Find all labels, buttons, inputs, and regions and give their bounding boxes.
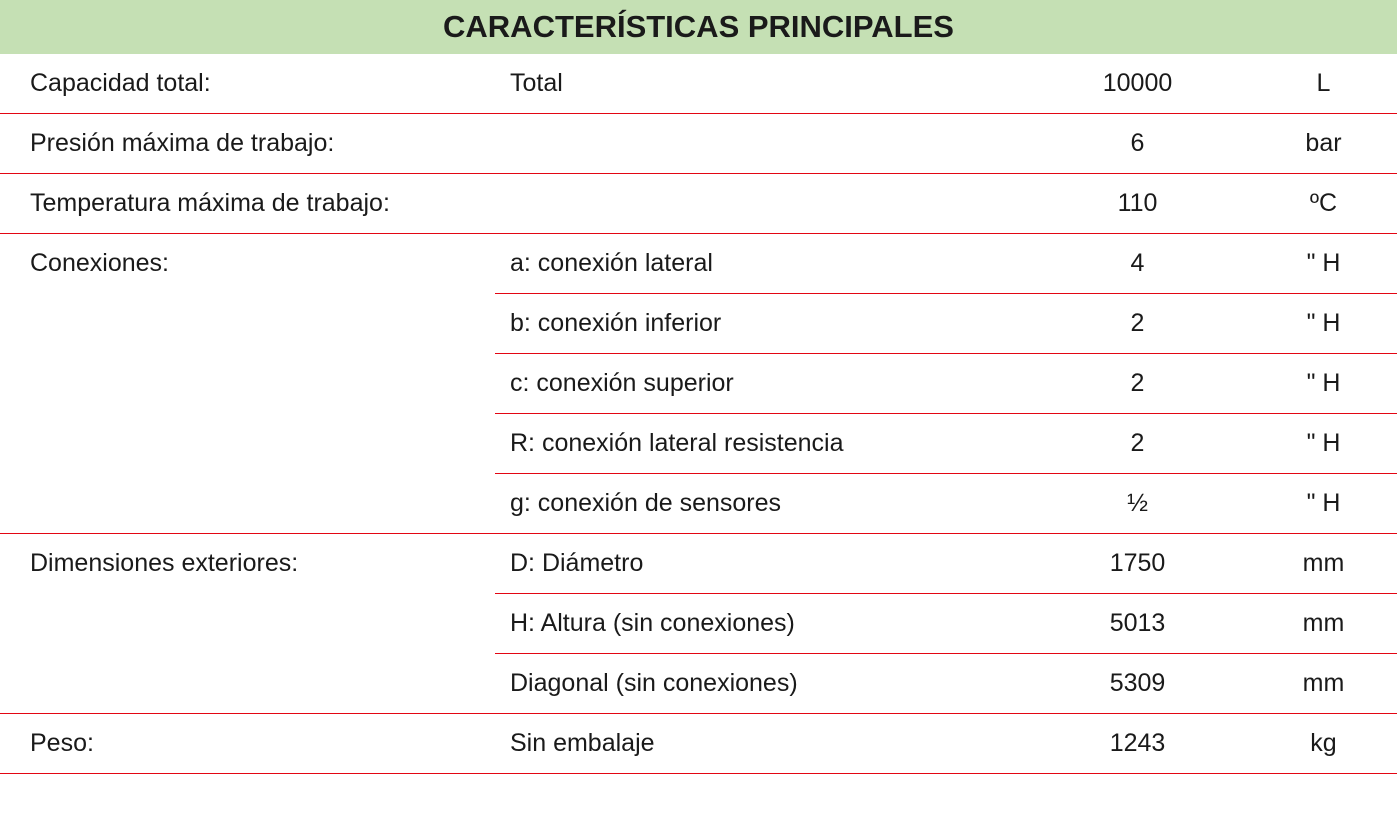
row-capacidad: Capacidad total: Total 10000 L <box>0 54 1397 114</box>
desc-conexion-a: a: conexión lateral <box>495 234 1025 293</box>
row-conexion-r: R: conexión lateral resistencia 2 " H <box>495 414 1397 474</box>
unit-dim-d: mm <box>1250 534 1397 593</box>
value-conexion-r: 2 <box>1025 414 1250 473</box>
row-peso: Peso: Sin embalaje 1243 kg <box>0 714 1397 774</box>
label-conexiones: Conexiones: <box>0 234 495 293</box>
label-peso: Peso: <box>0 714 495 773</box>
group-conexiones: Conexiones: a: conexión lateral 4 " H b:… <box>0 234 1397 534</box>
value-capacidad: 10000 <box>1025 54 1250 113</box>
unit-dim-diag: mm <box>1250 654 1397 713</box>
value-conexion-a: 4 <box>1025 234 1250 293</box>
value-conexion-c: 2 <box>1025 354 1250 413</box>
desc-dim-diag: Diagonal (sin conexiones) <box>495 654 1025 713</box>
value-dim-h: 5013 <box>1025 594 1250 653</box>
label-dimensiones: Dimensiones exteriores: <box>0 534 495 593</box>
row-conexion-g: g: conexión de sensores ½ " H <box>495 474 1397 533</box>
value-conexion-b: 2 <box>1025 294 1250 353</box>
desc-conexion-r: R: conexión lateral resistencia <box>495 414 1025 473</box>
unit-presion: bar <box>1250 114 1397 173</box>
row-dim-h: H: Altura (sin conexiones) 5013 mm <box>495 594 1397 654</box>
desc-conexion-b: b: conexión inferior <box>495 294 1025 353</box>
value-temperatura: 110 <box>1025 174 1250 233</box>
value-conexion-g: ½ <box>1025 474 1250 533</box>
unit-conexion-c: " H <box>1250 354 1397 413</box>
group-dimensiones: Dimensiones exteriores: D: Diámetro 1750… <box>0 534 1397 714</box>
row-conexion-b: b: conexión inferior 2 " H <box>495 294 1397 354</box>
spec-table: CARACTERÍSTICAS PRINCIPALES Capacidad to… <box>0 0 1397 774</box>
desc-dim-h: H: Altura (sin conexiones) <box>495 594 1025 653</box>
label-presion: Presión máxima de trabajo: <box>0 114 495 173</box>
unit-conexion-a: " H <box>1250 234 1397 293</box>
unit-temperatura: ºC <box>1250 174 1397 233</box>
row-conexion-c: c: conexión superior 2 " H <box>495 354 1397 414</box>
desc-peso: Sin embalaje <box>495 714 1025 773</box>
desc-conexion-g: g: conexión de sensores <box>495 474 1025 533</box>
table-title: CARACTERÍSTICAS PRINCIPALES <box>0 0 1397 54</box>
desc-conexion-c: c: conexión superior <box>495 354 1025 413</box>
row-presion: Presión máxima de trabajo: 6 bar <box>0 114 1397 174</box>
unit-conexion-g: " H <box>1250 474 1397 533</box>
desc-dim-d: D: Diámetro <box>495 534 1025 593</box>
unit-conexion-r: " H <box>1250 414 1397 473</box>
desc-presion <box>495 129 1025 159</box>
desc-temperatura <box>495 189 1025 219</box>
unit-capacidad: L <box>1250 54 1397 113</box>
unit-peso: kg <box>1250 714 1397 773</box>
row-dim-d: D: Diámetro 1750 mm <box>495 534 1397 594</box>
label-temperatura: Temperatura máxima de trabajo: <box>0 174 495 233</box>
unit-dim-h: mm <box>1250 594 1397 653</box>
label-capacidad: Capacidad total: <box>0 54 495 113</box>
value-presion: 6 <box>1025 114 1250 173</box>
desc-capacidad: Total <box>495 54 1025 113</box>
row-temperatura: Temperatura máxima de trabajo: 110 ºC <box>0 174 1397 234</box>
value-dim-diag: 5309 <box>1025 654 1250 713</box>
value-peso: 1243 <box>1025 714 1250 773</box>
row-dim-diag: Diagonal (sin conexiones) 5309 mm <box>495 654 1397 713</box>
value-dim-d: 1750 <box>1025 534 1250 593</box>
row-conexion-a: a: conexión lateral 4 " H <box>495 234 1397 294</box>
unit-conexion-b: " H <box>1250 294 1397 353</box>
